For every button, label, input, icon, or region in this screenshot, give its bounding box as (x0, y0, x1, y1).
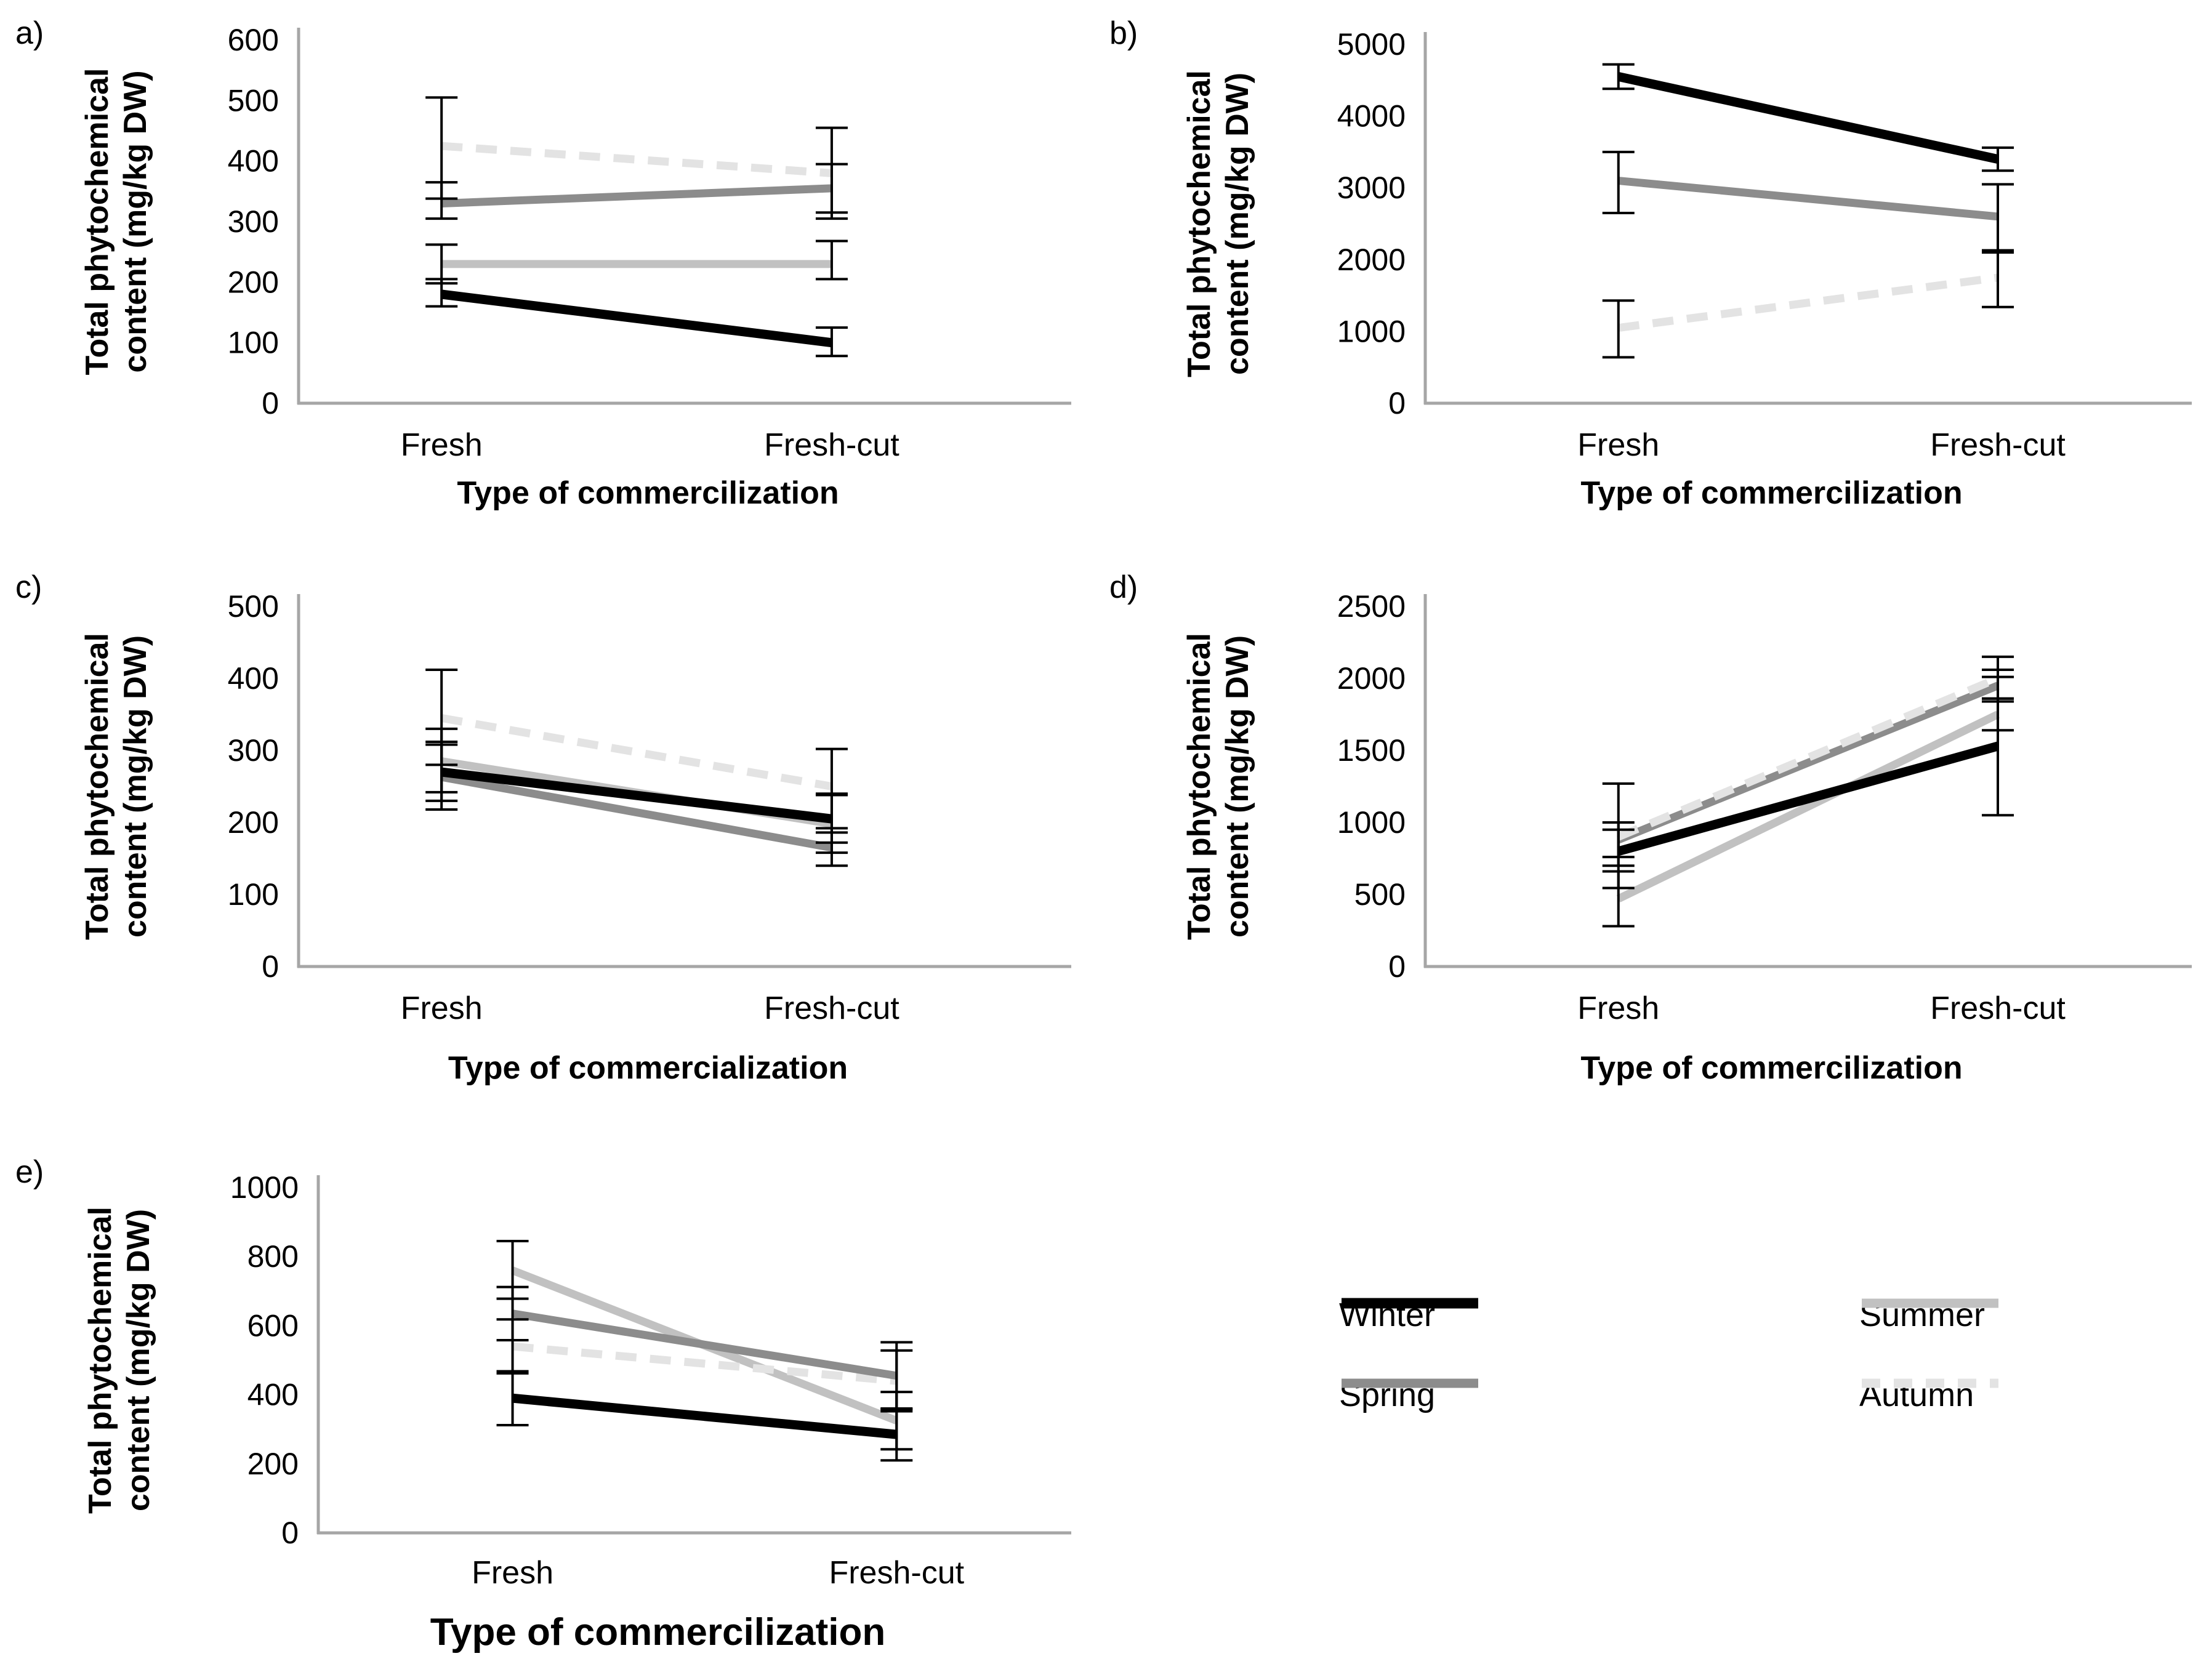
y-tick-label: 400 (228, 144, 279, 179)
series-line-spring (512, 1309, 898, 1380)
x-category-label: Fresh-cut (1930, 991, 2066, 1026)
series-line-autumn (512, 1342, 897, 1385)
y-tick-label: 1500 (1337, 733, 1406, 768)
y-tick-label: 600 (228, 23, 279, 57)
y-axis-title-line1: Total phytochemical (1181, 633, 1217, 940)
legend-item-winter: Winter (1339, 1296, 1478, 1334)
y-tick-label: 2000 (1337, 661, 1406, 696)
y-tick-label: 500 (1354, 877, 1406, 912)
y-tick-label: 200 (247, 1447, 299, 1481)
y-tick-label: 100 (228, 877, 279, 912)
y-tick-label: 1000 (1337, 314, 1406, 348)
summer-line-swatch (1862, 1298, 1998, 1308)
y-axis-title-line1: Total phytochemical (82, 1207, 118, 1514)
y-tick-label: 2000 (1337, 243, 1406, 277)
y-axis-title-line2: content (mg/kg DW) (118, 70, 153, 372)
panel-a: a) 0 100 200 300 400 500 600 Fresh Fresh-cut Type… (0, 0, 1102, 554)
y-tick-label: 200 (228, 265, 279, 299)
x-axis-title: Type of commercilization (457, 475, 839, 511)
x-axis-title: Type of commercilization (430, 1611, 886, 1654)
series-line-spring (1617, 681, 2000, 844)
series-line-winter (441, 767, 832, 824)
x-axis-title: Type of commercilization (1580, 475, 1962, 511)
x-category-label: Fresh (1577, 427, 1659, 463)
y-axis-title-line2: content (mg/kg DW) (1220, 635, 1255, 938)
y-tick-label: 400 (247, 1378, 299, 1412)
series-line-winter (1617, 741, 2000, 856)
y-axis-title-line2: content (mg/kg DW) (118, 635, 153, 938)
series-line-autumn (441, 142, 832, 177)
panel-b-letter: b) (1109, 15, 1138, 51)
y-tick-label: 500 (228, 83, 279, 118)
x-category-label: Fresh (401, 991, 483, 1026)
panel-d: d) 0 500 1000 1500 2000 2500 Fresh Fresh-cut Typ… (1102, 554, 2201, 1108)
y-tick-label: 800 (247, 1239, 299, 1274)
x-axis-title: Type of commercialization (448, 1050, 848, 1086)
series-line-spring (1618, 177, 1998, 221)
panel-b: b) 0 1000 2000 3000 4000 5000 Fresh Fresh-cut Ty… (1102, 0, 2201, 554)
panel-a-letter: a) (15, 15, 44, 51)
y-tick-label: 0 (281, 1516, 299, 1550)
x-category-label: Fresh-cut (764, 427, 899, 463)
series-line-winter (1617, 72, 1999, 164)
y-tick-label: 1000 (230, 1170, 299, 1205)
panel-e: e) 0 200 400 600 800 1000 Fresh Fresh-cut Type o… (0, 1139, 1102, 1680)
legend-item-summer: Summer (1859, 1296, 1998, 1334)
series-line-winter (512, 1393, 897, 1439)
x-category-label: Fresh-cut (1930, 427, 2066, 463)
panel-c-chart: 0 100 200 300 400 500 Fresh Fresh-cut Type of co… (79, 589, 1071, 1086)
x-category-label: Fresh (472, 1555, 553, 1591)
y-axis-title-line2: content (mg/kg DW) (1220, 73, 1255, 375)
y-tick-label: 5000 (1337, 27, 1406, 62)
y-tick-label: 100 (228, 326, 279, 360)
panel-b-chart: 0 1000 2000 3000 4000 5000 Fresh Fresh-cut Type … (1181, 27, 2192, 511)
y-axis-title-line2: content (mg/kg DW) (121, 1209, 156, 1511)
legend-item-spring: Spring (1339, 1376, 1478, 1414)
y-tick-label: 0 (1388, 949, 1406, 984)
y-tick-label: 300 (228, 204, 279, 239)
y-axis-title-line1: Total phytochemical (1181, 70, 1217, 377)
panel-a-chart: 0 100 200 300 400 500 600 Fresh Fresh-cut Type of… (79, 23, 1071, 511)
x-category-label: Fresh-cut (764, 991, 899, 1026)
panel-c-letter: c) (15, 569, 42, 605)
panel-e-chart: 0 200 400 600 800 1000 Fresh Fresh-cut Type of c… (82, 1170, 1071, 1654)
spring-line-swatch (1342, 1378, 1478, 1388)
x-category-label: Fresh (1577, 991, 1659, 1026)
y-tick-label: 2500 (1337, 589, 1406, 624)
y-tick-label: 400 (228, 661, 279, 696)
x-category-label: Fresh-cut (829, 1555, 964, 1591)
y-tick-label: 0 (262, 386, 279, 420)
series-line-autumn (1617, 273, 1998, 332)
y-tick-label: 300 (228, 733, 279, 768)
x-axis-title: Type of commercilization (1580, 1050, 1962, 1086)
legend: Winter Spring Summer Autumn (1102, 1139, 2201, 1680)
winter-line-swatch (1342, 1298, 1478, 1309)
panel-e-letter: e) (15, 1154, 44, 1190)
y-tick-label: 500 (228, 589, 279, 624)
series-line-winter (441, 289, 832, 348)
y-tick-label: 1000 (1337, 805, 1406, 840)
x-category-label: Fresh (401, 427, 483, 463)
series-line-spring (441, 184, 832, 207)
autumn-line-swatch (1862, 1378, 1998, 1388)
series-line-spring (441, 773, 833, 852)
y-tick-label: 200 (228, 805, 279, 840)
y-tick-label: 4000 (1337, 99, 1406, 134)
legend-item-autumn: Autumn (1859, 1376, 1998, 1414)
panel-d-chart: 0 500 1000 1500 2000 2500 Fresh Fresh-cut Type o… (1181, 589, 2192, 1086)
panel-c: c) 0 100 200 300 400 500 Fresh Fresh-cut Type of… (0, 554, 1102, 1108)
series-line-summer (1616, 710, 2000, 902)
series-line-autumn (441, 713, 833, 790)
y-axis-title-line1: Total phytochemical (79, 68, 115, 376)
y-tick-label: 3000 (1337, 171, 1406, 205)
y-axis-title-line1: Total phytochemical (79, 633, 115, 940)
y-tick-label: 0 (262, 949, 279, 984)
y-tick-label: 0 (1388, 386, 1406, 420)
panel-d-letter: d) (1109, 569, 1138, 605)
y-tick-label: 600 (247, 1308, 299, 1343)
